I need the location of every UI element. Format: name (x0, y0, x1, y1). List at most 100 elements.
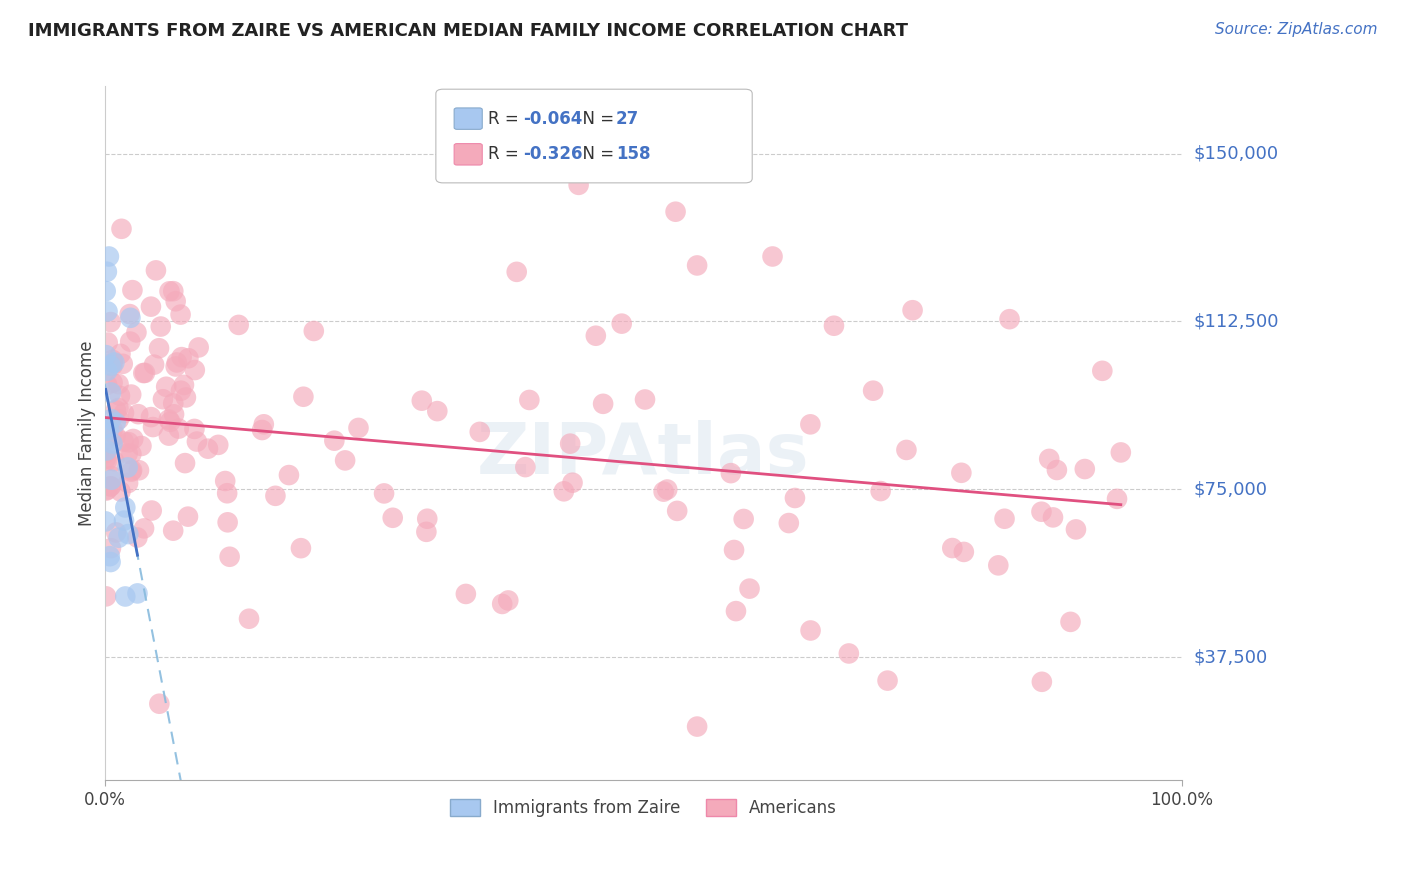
Point (96, 443, 118, 458)
Point (778, 516, 800, 530)
Point (155, 380, 177, 394)
Point (515, 460, 537, 475)
Point (128, 463, 150, 477)
Point (333, 453, 356, 467)
Point (107, 401, 129, 415)
Point (96, 483, 118, 498)
Text: $112,500: $112,500 (1194, 312, 1278, 330)
Point (323, 434, 346, 448)
Text: N =: N = (572, 145, 620, 163)
Point (800, 624, 823, 638)
Point (517, 392, 540, 407)
Point (183, 422, 205, 436)
Point (290, 541, 312, 556)
Point (120, 465, 142, 479)
Point (264, 489, 287, 503)
Point (104, 429, 127, 443)
Point (170, 384, 193, 398)
Point (101, 436, 124, 450)
Point (94, 590, 117, 604)
Point (96, 304, 118, 318)
Point (411, 393, 433, 408)
Point (783, 491, 806, 505)
Point (1109, 445, 1132, 459)
Point (142, 420, 165, 434)
Point (723, 543, 745, 558)
Point (373, 486, 395, 500)
Point (103, 454, 125, 468)
Text: 158: 158 (616, 145, 651, 163)
Text: -0.064: -0.064 (523, 110, 582, 128)
Point (132, 521, 155, 535)
Point (100, 469, 122, 483)
Point (96, 453, 118, 467)
Point (131, 439, 153, 453)
Point (720, 466, 742, 480)
Point (167, 422, 190, 436)
Point (950, 466, 973, 480)
Point (838, 647, 860, 661)
Point (415, 524, 437, 539)
Point (823, 318, 845, 333)
Point (139, 300, 162, 314)
Point (101, 423, 124, 437)
Point (98, 549, 121, 564)
Point (159, 415, 181, 429)
Text: ZIPAtlas: ZIPAtlas (477, 419, 810, 489)
Point (173, 377, 195, 392)
Point (100, 385, 122, 400)
Point (1042, 510, 1064, 524)
Point (177, 351, 200, 366)
Point (117, 460, 139, 475)
Point (998, 312, 1021, 326)
Point (117, 476, 139, 491)
Point (686, 259, 709, 273)
Point (733, 512, 755, 526)
Point (347, 421, 370, 435)
Point (94, 284, 117, 298)
Point (96, 265, 118, 279)
Point (498, 593, 520, 607)
Point (993, 512, 1015, 526)
Point (901, 303, 924, 318)
Point (416, 512, 439, 526)
Point (634, 392, 657, 407)
Point (97, 423, 120, 437)
Point (491, 597, 513, 611)
Point (145, 263, 167, 277)
Point (117, 527, 139, 541)
Point (101, 355, 124, 369)
Point (218, 549, 240, 564)
Point (228, 318, 250, 332)
Point (162, 284, 184, 298)
Point (585, 328, 607, 343)
Point (177, 509, 200, 524)
Point (96, 377, 118, 392)
Point (149, 319, 172, 334)
Point (101, 359, 124, 373)
Point (157, 412, 180, 426)
Point (100, 412, 122, 426)
Point (141, 503, 163, 517)
Point (108, 412, 131, 426)
Point (664, 204, 686, 219)
Point (1038, 451, 1060, 466)
Point (100, 473, 122, 487)
Point (96, 420, 118, 434)
Point (217, 516, 239, 530)
Point (1105, 491, 1128, 506)
Point (207, 438, 229, 452)
Point (1031, 674, 1053, 689)
Point (592, 397, 614, 411)
Point (217, 486, 239, 500)
Text: -0.326: -0.326 (523, 145, 582, 163)
Point (896, 442, 918, 457)
Text: 27: 27 (616, 110, 640, 128)
Point (152, 392, 174, 407)
Point (165, 294, 187, 309)
Point (121, 463, 143, 477)
Point (468, 425, 491, 439)
Point (143, 358, 166, 372)
Point (101, 352, 124, 367)
Point (101, 376, 124, 390)
